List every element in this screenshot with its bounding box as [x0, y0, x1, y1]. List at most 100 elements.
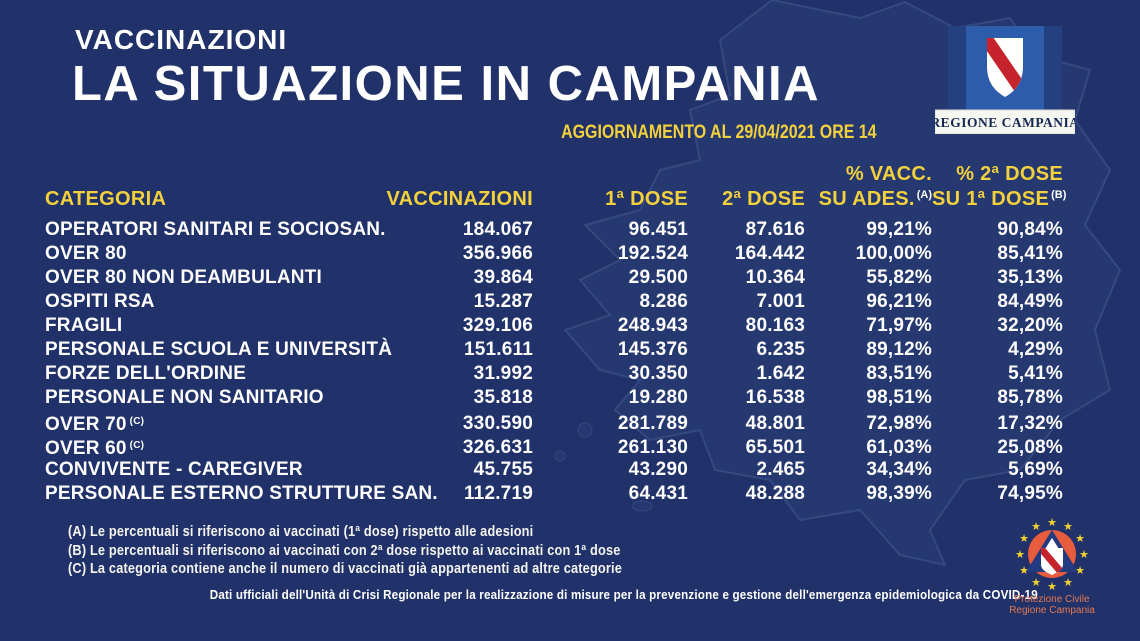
col-header-categoria: CATEGORIA	[45, 188, 167, 210]
vaccinazioni-value: 356.966	[462, 243, 533, 264]
dose2-value: 10.364	[745, 267, 805, 288]
pct-su-adesioni-value: 89,12%	[866, 339, 932, 360]
svg-text:★: ★	[1063, 520, 1073, 533]
dose2-value: 65.501	[745, 436, 805, 458]
category-label: PERSONALE NON SANITARIO	[45, 387, 324, 408]
dose2-value: 164.442	[734, 243, 805, 264]
col-header-dose1: 1ª DOSE	[605, 188, 688, 210]
category-label: OVER 60	[45, 438, 127, 459]
dose1-value: 281.789	[617, 412, 688, 434]
table-body: OPERATORI SANITARI E SOCIOSAN. 184.067 9…	[45, 218, 1063, 506]
svg-text:★: ★	[1075, 532, 1085, 545]
category-cell: OVER 70 (C)	[45, 410, 385, 437]
svg-text:★: ★	[1063, 576, 1073, 589]
category-label: PERSONALE ESTERNO STRUTTURE SAN.	[45, 483, 438, 504]
col-header-dose2: 2ª DOSE	[722, 188, 805, 210]
pct-dose2-su-dose1-value: 17,32%	[997, 412, 1063, 434]
category-label: CONVIVENTE - CAREGIVER	[45, 459, 303, 480]
svg-text:★: ★	[1031, 520, 1041, 533]
table-row: OVER 60 (C) 326.631 261.130 65.501 61,03%…	[45, 434, 1063, 460]
table-row: OPERATORI SANITARI E SOCIOSAN. 184.067 9…	[45, 218, 1063, 242]
svg-text:★: ★	[1047, 516, 1057, 529]
pct-su-adesioni-value: 61,03%	[866, 436, 932, 458]
dose2-value: 80.163	[745, 315, 805, 336]
vaccinazioni-value: 45.755	[473, 459, 533, 480]
svg-text:★: ★	[1031, 576, 1041, 589]
protezione-civile-logo: ★ ★★ ★★★ ★★★ ★★★ Protezione Civile Region…	[1009, 516, 1095, 616]
pct-dose2-su-dose1-value: 25,08%	[997, 436, 1063, 458]
pct-su-adesioni-value: 100,00%	[855, 243, 932, 264]
category-label: OVER 80 NON DEAMBULANTI	[45, 267, 322, 288]
pct-dose2-su-dose1-value: 35,13%	[997, 267, 1063, 288]
dose2-value: 7.001	[756, 291, 805, 312]
dose1-value: 145.376	[617, 339, 688, 360]
pc-label-line2: Regione Campania	[1009, 605, 1095, 616]
svg-text:★: ★	[1047, 580, 1057, 593]
svg-text:★: ★	[1079, 548, 1089, 561]
dose2-value: 48.801	[745, 412, 805, 434]
vaccinazioni-value: 39.864	[473, 267, 533, 288]
vaccinazioni-value: 184.067	[462, 219, 533, 240]
table-row: PERSONALE NON SANITARIO 35.818 19.280 16…	[45, 386, 1063, 410]
category-cell: OVER 80 NON DEAMBULANTI	[45, 266, 385, 290]
regione-campania-label: REGIONE CAMPANIA	[935, 115, 1075, 130]
svg-text:★: ★	[1019, 532, 1029, 545]
footnote-c: (C) La categoria contiene anche il numer…	[68, 561, 623, 577]
dose2-value: 1.642	[756, 363, 805, 384]
category-cell: OPERATORI SANITARI E SOCIOSAN.	[45, 218, 385, 242]
svg-text:★: ★	[1075, 564, 1085, 577]
pct-su-adesioni-value: 96,21%	[866, 291, 932, 312]
vaccination-table: CATEGORIA VACCINAZIONI 1ª DOSE 2ª DOSE %…	[45, 163, 1067, 506]
category-label: FORZE DELL'ORDINE	[45, 363, 247, 384]
table-row: OVER 70 (C) 330.590 281.789 48.801 72,98%…	[45, 410, 1063, 437]
table-row: OVER 80 356.966 192.524 164.442 100,00% …	[45, 242, 1063, 266]
pct-dose2-su-dose1-value: 5,69%	[1008, 459, 1063, 480]
category-cell: FORZE DELL'ORDINE	[45, 362, 385, 386]
pct-su-adesioni-value: 98,39%	[866, 483, 932, 504]
dose1-value: 43.290	[628, 459, 688, 480]
vaccinazioni-value: 15.287	[473, 291, 533, 312]
dose1-value: 261.130	[617, 436, 688, 458]
page-title: LA SITUAZIONE IN CAMPANIA	[72, 57, 820, 111]
footnotes: (A) Le percentuali si riferiscono ai vac…	[68, 523, 622, 579]
col-header-pct-vacc: % VACC. SU ADES. (A)	[818, 163, 932, 210]
category-cell: PERSONALE SCUOLA E UNIVERSITÀ	[45, 338, 392, 362]
table-row: FORZE DELL'ORDINE 31.992 30.350 1.642 83…	[45, 362, 1063, 386]
pct-dose2-su-dose1-value: 85,41%	[997, 243, 1063, 264]
pct-su-adesioni-value: 83,51%	[866, 363, 932, 384]
category-label: OVER 80	[45, 243, 127, 264]
pc-label-line1: Protezione Civile	[1014, 594, 1089, 605]
dose2-value: 2.465	[756, 459, 805, 480]
category-cell: OVER 80	[45, 242, 385, 266]
footnote-a: (A) Le percentuali si riferiscono ai vac…	[68, 524, 534, 540]
credit-line: Dati ufficiali dell'Unità di Crisi Regio…	[209, 588, 1038, 602]
footnote-ref-a: (A)	[916, 189, 932, 201]
dose1-value: 30.350	[628, 363, 688, 384]
category-cell: CONVIVENTE - CAREGIVER	[45, 458, 385, 482]
dose1-value: 248.943	[617, 315, 688, 336]
table-row: PERSONALE SCUOLA E UNIVERSITÀ 151.611 14…	[45, 338, 1063, 362]
dose2-value: 87.616	[745, 219, 805, 240]
table-row: PERSONALE ESTERNO STRUTTURE SAN. 112.719…	[45, 482, 1063, 506]
pct-dose2-su-dose1-value: 32,20%	[997, 315, 1063, 336]
vaccinazioni-value: 35.818	[473, 387, 533, 408]
pct-su-adesioni-value: 71,97%	[866, 315, 932, 336]
category-cell: OSPITI RSA	[45, 290, 385, 314]
category-cell: FRAGILI	[45, 314, 385, 338]
dose1-value: 64.431	[628, 483, 688, 504]
pct-dose2-su-dose1-value: 4,29%	[1008, 339, 1063, 360]
vaccinazioni-value: 330.590	[462, 412, 533, 434]
category-cell: PERSONALE ESTERNO STRUTTURE SAN.	[45, 482, 438, 506]
pct-dose2-su-dose1-value: 85,78%	[997, 387, 1063, 408]
category-footnote-ref: (C)	[129, 416, 145, 427]
vaccinazioni-value: 112.719	[463, 483, 533, 504]
pct-dose2-su-dose1-value: 90,84%	[997, 219, 1063, 240]
vaccinazioni-value: 151.611	[463, 339, 533, 360]
category-label: OVER 70	[45, 414, 127, 435]
footnote-ref-b: (B)	[1051, 189, 1067, 201]
footnote-b: (B) Le percentuali si riferiscono ai vac…	[68, 542, 621, 559]
category-label: OPERATORI SANITARI E SOCIOSAN.	[45, 219, 386, 240]
dose1-value: 96.451	[628, 219, 688, 240]
dose2-value: 16.538	[745, 387, 805, 408]
col-header-vaccinazioni: VACCINAZIONI	[386, 188, 533, 210]
